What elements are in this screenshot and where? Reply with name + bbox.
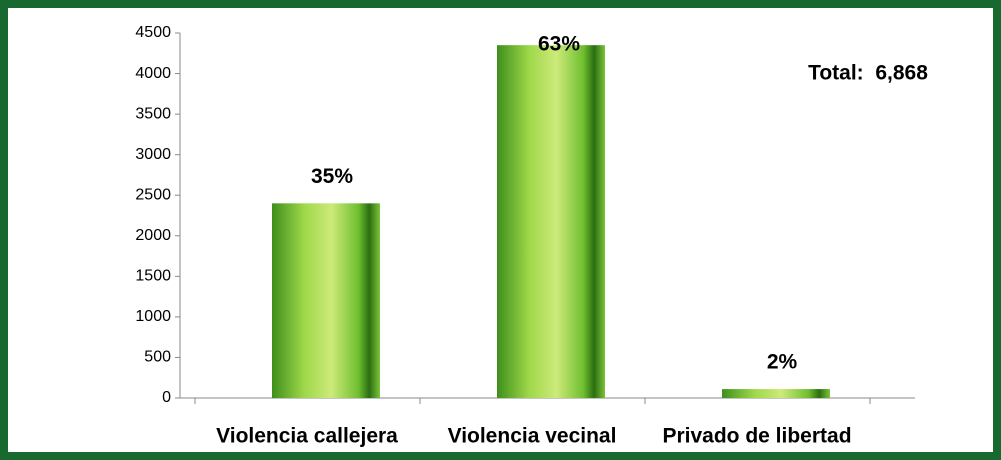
y-tick-label: 4500 xyxy=(135,24,171,41)
y-tick-label: 3000 xyxy=(135,146,171,163)
x-tick-label: Privado de libertad xyxy=(662,425,851,448)
bar xyxy=(272,203,380,398)
bar xyxy=(497,45,605,399)
bar xyxy=(722,389,830,398)
y-tick-label: 2500 xyxy=(135,186,171,203)
value-label: 35% xyxy=(311,165,353,188)
x-tick-label: Violencia callejera xyxy=(216,425,398,448)
y-tick-label: 0 xyxy=(162,389,171,406)
x-tick-label: Violencia vecinal xyxy=(448,425,617,448)
value-label: 63% xyxy=(538,33,580,56)
y-tick-label: 2000 xyxy=(135,227,171,244)
value-label: 2% xyxy=(767,351,798,374)
y-tick-label: 1500 xyxy=(135,268,171,285)
total-annotation: Total: 6,868 xyxy=(808,62,928,85)
y-tick-label: 500 xyxy=(144,349,171,366)
y-tick-label: 1000 xyxy=(135,308,171,325)
y-tick-label: 3500 xyxy=(135,105,171,122)
y-tick-label: 4000 xyxy=(135,65,171,82)
